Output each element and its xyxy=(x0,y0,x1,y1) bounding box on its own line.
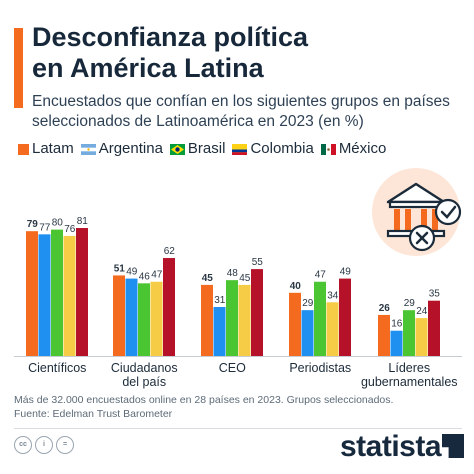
bar-argentina-3 xyxy=(301,310,314,356)
bar-méxico-0 xyxy=(76,228,88,356)
category-labels: Científicos Ciudadanos del país CEO Periodis… xyxy=(28,361,457,389)
data-label-colombia-4: 24 xyxy=(416,306,428,317)
source-note: Fuente: Edelman Trust Barometer xyxy=(14,408,173,420)
legend: Latam Argentina Brasil Colombia México xyxy=(18,139,393,159)
title-accent-bar xyxy=(14,28,23,108)
bar-méxico-4 xyxy=(428,300,440,356)
bar-colombia-0 xyxy=(63,235,76,356)
bar-brasil-0 xyxy=(51,229,63,356)
data-label-colombia-2: 45 xyxy=(239,273,251,284)
bar-méxico-2 xyxy=(251,269,263,356)
data-label-latam-3: 40 xyxy=(290,281,302,292)
bar-colombia-4 xyxy=(415,318,428,356)
category-label-2: CEO xyxy=(219,361,246,375)
bar-brasil-4 xyxy=(403,310,415,356)
legend-item-argentina: Argentina xyxy=(80,139,163,159)
category-label-0: Científicos xyxy=(28,361,86,375)
footer-divider xyxy=(14,428,462,429)
attribution-icon[interactable]: i xyxy=(35,436,53,454)
legend-item-mexico: México xyxy=(320,139,387,159)
bar-méxico-1 xyxy=(163,258,175,356)
bar-latam-4 xyxy=(378,314,390,356)
data-label-méxico-1: 62 xyxy=(164,246,176,257)
category-label-4: Líderes gubernamentales xyxy=(361,361,458,389)
data-label-latam-1: 51 xyxy=(114,263,126,274)
legend-item-brasil: Brasil xyxy=(169,139,226,159)
bar-colombia-2 xyxy=(238,284,251,356)
bar-argentina-0 xyxy=(38,234,51,356)
bar-argentina-2 xyxy=(213,307,226,356)
data-label-brasil-1: 46 xyxy=(139,271,151,282)
data-label-latam-2: 45 xyxy=(202,273,214,284)
bar-latam-2 xyxy=(201,284,213,356)
statista-logo[interactable]: statista xyxy=(340,430,442,463)
data-label-latam-0: 79 xyxy=(27,219,39,230)
bar-brasil-2 xyxy=(226,280,238,356)
footer-note: Más de 32.000 encuestados online en 28 p… xyxy=(14,393,464,421)
data-label-méxico-4: 35 xyxy=(429,289,441,300)
argentina-flag-icon xyxy=(80,143,96,155)
chart-title: Desconfianza política en América Latina xyxy=(32,22,462,84)
bar-brasil-3 xyxy=(314,281,326,356)
data-label-brasil-3: 47 xyxy=(315,270,327,281)
data-label-méxico-2: 55 xyxy=(252,257,264,268)
data-label-argentina-2: 31 xyxy=(214,295,226,306)
title-line-1: Desconfianza política xyxy=(32,22,309,52)
bar-latam-3 xyxy=(289,292,301,356)
bar-brasil-1 xyxy=(138,283,150,356)
data-label-argentina-0: 77 xyxy=(39,222,51,233)
legend-label: Argentina xyxy=(98,140,163,157)
legend-label: Brasil xyxy=(187,140,226,157)
bar-colombia-3 xyxy=(326,302,339,356)
no-derivatives-icon[interactable]: = xyxy=(56,436,74,454)
colombia-flag-icon xyxy=(232,143,248,155)
data-label-brasil-0: 80 xyxy=(52,218,64,229)
sample-note: Más de 32.000 encuestados online en 28 p… xyxy=(14,394,394,406)
bar-latam-0 xyxy=(26,231,38,356)
bank-distrust-icon xyxy=(372,168,462,256)
license-icons[interactable]: cc i = xyxy=(14,436,77,454)
category-label-3: Periodistas xyxy=(289,361,351,375)
bar-argentina-4 xyxy=(390,330,403,356)
data-label-argentina-4: 16 xyxy=(391,319,403,330)
data-label-méxico-0: 81 xyxy=(77,216,89,227)
bar-latam-1 xyxy=(113,275,125,356)
bar-argentina-1 xyxy=(125,278,138,356)
bar-colombia-1 xyxy=(150,281,163,356)
data-label-argentina-1: 49 xyxy=(126,267,138,278)
creative-commons-icon[interactable]: cc xyxy=(14,436,32,454)
data-label-méxico-3: 49 xyxy=(340,267,352,278)
data-label-argentina-3: 29 xyxy=(302,298,314,309)
chart-subtitle: Encuestados que confían en los siguiente… xyxy=(32,93,450,130)
bar-méxico-3 xyxy=(339,278,351,356)
data-label-brasil-2: 48 xyxy=(227,268,239,279)
mexico-flag-icon xyxy=(320,143,336,155)
category-label-1: Ciudadanos del país xyxy=(111,361,178,389)
legend-item-latam: Latam xyxy=(18,139,74,159)
title-line-2: en América Latina xyxy=(32,53,264,83)
legend-label: Latam xyxy=(32,140,74,157)
brazil-flag-icon xyxy=(169,143,185,155)
latam-swatch-icon xyxy=(18,143,29,155)
legend-label: Colombia xyxy=(250,140,314,157)
data-label-colombia-3: 34 xyxy=(327,290,339,301)
data-label-brasil-4: 29 xyxy=(404,298,416,309)
data-label-latam-4: 26 xyxy=(379,303,391,314)
legend-item-colombia: Colombia xyxy=(232,139,314,159)
legend-label: México xyxy=(338,140,387,157)
statista-logo-mark-icon xyxy=(442,434,464,458)
data-label-colombia-0: 76 xyxy=(64,224,76,235)
data-label-colombia-1: 47 xyxy=(151,270,163,281)
